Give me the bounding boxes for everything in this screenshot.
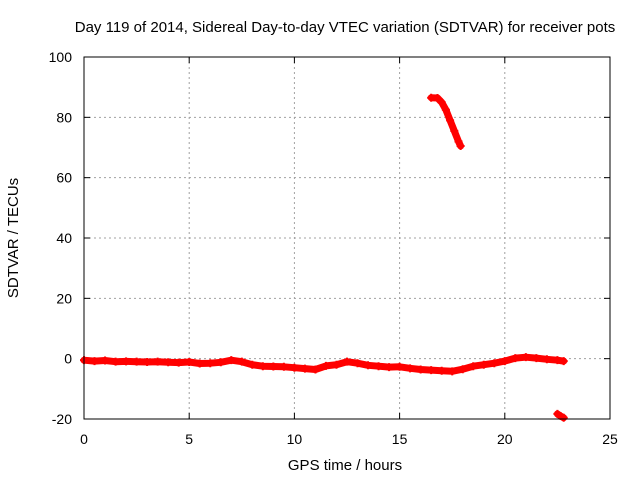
data-point bbox=[437, 98, 446, 107]
data-point bbox=[300, 364, 309, 373]
data-point bbox=[364, 361, 373, 370]
data-point bbox=[227, 356, 236, 365]
data-point bbox=[132, 357, 141, 366]
y-tick-label: 60 bbox=[56, 170, 72, 186]
data-point bbox=[237, 357, 246, 366]
series-line bbox=[80, 353, 568, 375]
data-point bbox=[343, 357, 351, 366]
data-point bbox=[490, 359, 499, 368]
plot-frame bbox=[83, 56, 611, 420]
data-point bbox=[279, 362, 288, 371]
data-point bbox=[542, 355, 551, 364]
data-point bbox=[185, 357, 194, 366]
x-tick-label: 20 bbox=[497, 431, 513, 447]
x-axis-label: GPS time / hours bbox=[288, 457, 402, 474]
data-point bbox=[216, 358, 225, 367]
data-point bbox=[479, 360, 488, 369]
data-point bbox=[290, 363, 299, 372]
data-point bbox=[101, 356, 110, 365]
data-point bbox=[321, 361, 330, 370]
chart-title: Day 119 of 2014, Sidereal Day-to-day VTE… bbox=[75, 19, 616, 36]
data-point bbox=[458, 365, 467, 374]
data-point bbox=[164, 358, 173, 367]
data-point bbox=[143, 357, 152, 366]
data-point bbox=[456, 141, 465, 150]
data-point bbox=[122, 357, 131, 366]
data-point bbox=[353, 359, 362, 368]
data-point bbox=[195, 359, 204, 368]
data-point bbox=[559, 413, 568, 422]
data-point bbox=[406, 364, 415, 373]
data-point bbox=[511, 354, 520, 363]
data-point bbox=[450, 126, 459, 135]
x-tick-label: 25 bbox=[602, 431, 618, 447]
data-point bbox=[395, 362, 404, 371]
data-point bbox=[437, 366, 446, 375]
data-point bbox=[416, 365, 425, 374]
data-point bbox=[174, 358, 183, 367]
y-tick-label: 0 bbox=[64, 351, 72, 367]
y-tick-label: -20 bbox=[52, 411, 72, 427]
data-point bbox=[532, 354, 541, 363]
series-line bbox=[427, 94, 465, 150]
data-point bbox=[500, 357, 509, 366]
x-tick-labels: 0 5 10 15 20 25 bbox=[80, 431, 618, 447]
x-tick-label: 10 bbox=[287, 431, 303, 447]
x-tick-label: 0 bbox=[80, 431, 88, 447]
y-tick-labels: -20 0 20 40 60 80 100 bbox=[49, 49, 73, 427]
data-point bbox=[521, 353, 530, 362]
data-point bbox=[441, 105, 450, 114]
series-arc bbox=[427, 93, 465, 150]
data-point bbox=[332, 360, 341, 369]
data-point bbox=[454, 137, 463, 146]
data-point bbox=[311, 365, 320, 374]
data-point bbox=[448, 367, 457, 376]
y-axis-label: SDTVAR / TECUs bbox=[5, 178, 22, 298]
y-tick-label: 100 bbox=[49, 49, 73, 65]
x-tick-label: 15 bbox=[392, 431, 408, 447]
data-point bbox=[559, 357, 568, 366]
y-tick-label: 40 bbox=[56, 230, 72, 246]
data-point bbox=[374, 362, 383, 371]
data-point bbox=[433, 94, 442, 103]
x-tick-label: 5 bbox=[185, 431, 193, 447]
data-point bbox=[446, 116, 455, 125]
data-point bbox=[90, 357, 99, 366]
data-point bbox=[248, 360, 257, 369]
data-point bbox=[385, 363, 394, 372]
data-point bbox=[206, 359, 215, 368]
series-tail bbox=[553, 409, 568, 422]
data-series bbox=[80, 93, 568, 422]
y-tick-label: 80 bbox=[56, 109, 72, 125]
data-point bbox=[111, 357, 120, 366]
data-point bbox=[269, 362, 278, 371]
data-point bbox=[258, 362, 267, 371]
y-tick-label: 20 bbox=[56, 290, 72, 306]
data-point bbox=[427, 366, 436, 375]
data-point bbox=[153, 357, 162, 366]
data-point bbox=[469, 362, 478, 371]
series-baseline bbox=[80, 353, 568, 376]
